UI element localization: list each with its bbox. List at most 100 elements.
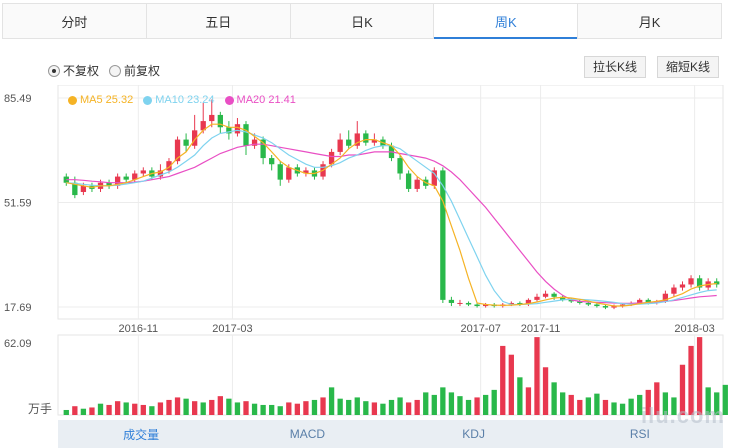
tab-2[interactable]: 日K: [290, 4, 435, 38]
candle-body: [106, 182, 112, 186]
tab-4[interactable]: 月K: [578, 4, 721, 38]
radio-icon[interactable]: [48, 64, 60, 77]
candle-body: [157, 170, 164, 177]
candle-body: [123, 176, 129, 180]
adjust-option-0[interactable]: 不复权: [48, 62, 99, 79]
volume-bar: [226, 398, 232, 415]
indicator-tab-3[interactable]: RSI: [629, 427, 650, 441]
volume-bar: [714, 392, 720, 415]
candle-body: [602, 306, 609, 308]
volume-bar: [320, 397, 326, 415]
volume-bar: [448, 392, 455, 415]
kline-chart[interactable]: 85.49 51.59 17.69 2016-11 2017-03 2017-07 2017…: [0, 85, 731, 420]
candle-body: [183, 139, 189, 146]
indicator-tab-1[interactable]: MACD: [289, 427, 326, 441]
volume-bar: [166, 399, 172, 415]
candle-body: [440, 170, 446, 300]
candle-body: [346, 139, 352, 146]
adjust-options: 不复权 前复权: [48, 62, 160, 79]
x-tick-label: 2017-11: [521, 323, 561, 335]
volume-bar: [277, 406, 283, 415]
volume-bar: [260, 404, 266, 415]
candle-body: [303, 170, 309, 174]
candle-body: [114, 176, 121, 186]
candle-body: [637, 299, 643, 303]
candle-body: [243, 124, 249, 146]
candle-body: [63, 176, 69, 183]
legend-item: MA5 25.32: [68, 94, 133, 106]
volume-tick-label: 62.09: [4, 338, 32, 350]
candle-body: [551, 293, 557, 297]
volume-bar: [80, 408, 87, 415]
volume-bar: [577, 399, 583, 415]
legend-dot-icon: [68, 95, 77, 105]
candle-body: [525, 299, 532, 305]
volume-bar: [508, 354, 514, 415]
volume-bar: [585, 397, 591, 415]
radio-icon[interactable]: [109, 64, 122, 77]
candle-body: [217, 114, 223, 128]
volume-bar: [705, 387, 711, 415]
volume-bar: [568, 394, 574, 415]
candle-body: [397, 158, 403, 174]
candle-body: [542, 293, 549, 297]
tab-1[interactable]: 五日: [146, 4, 291, 38]
volume-bar: [482, 394, 489, 415]
candle-body: [414, 179, 420, 189]
candle-body: [645, 299, 651, 303]
volume-bar: [106, 404, 112, 415]
volume-bar: [72, 406, 78, 415]
legend-label: MA20 21.41: [236, 94, 296, 106]
legend-label: MA5 25.32: [80, 94, 134, 106]
volume-bar: [123, 402, 129, 415]
x-tick-label: 2017-03: [212, 323, 252, 335]
adjust-option-label: 不复权: [63, 64, 100, 78]
volume-bar: [671, 397, 677, 415]
ma20-line: [66, 143, 717, 304]
volume-bar: [328, 387, 335, 415]
candle-body: [431, 170, 437, 186]
indicator-tab-2[interactable]: KDJ: [462, 427, 485, 441]
volume-bar: [243, 401, 249, 415]
candle-body: [568, 299, 574, 302]
legend-item: MA20 21.41: [224, 94, 296, 106]
watermark-logo: ilu.com: [640, 403, 725, 428]
price-tick-label: 51.59: [4, 198, 32, 210]
volume-bar: [491, 389, 497, 415]
tab-0[interactable]: 分时: [3, 4, 147, 38]
volume-bar: [619, 403, 626, 415]
tab-3[interactable]: 周K: [434, 4, 579, 39]
stretch-kline-button[interactable]: 拉长K线: [584, 56, 647, 78]
volume-bar: [534, 337, 540, 415]
shrink-kline-button[interactable]: 缩短K线: [657, 56, 720, 78]
x-tick-label: 2016-11: [119, 323, 159, 335]
candle-body: [482, 304, 489, 307]
adjust-option-1[interactable]: 前复权: [109, 62, 160, 79]
volume-bar: [440, 387, 446, 415]
volume-bar: [405, 402, 412, 415]
volume-bar: [311, 399, 318, 415]
ma5-line: [66, 123, 717, 307]
volume-bar: [149, 406, 155, 415]
candle-body: [679, 284, 686, 288]
candle-body: [200, 121, 206, 131]
candle-body: [192, 130, 198, 146]
candle-body: [560, 296, 566, 300]
volume-bar: [209, 399, 215, 415]
volume-bar: [688, 345, 694, 415]
volume-bar: [97, 403, 104, 415]
volume-bar: [679, 364, 686, 415]
indicator-tab-0[interactable]: 成交量: [123, 427, 160, 442]
candle-body: [371, 139, 378, 143]
volume-bar: [363, 401, 369, 415]
candle-body: [585, 302, 591, 305]
volume-bar: [423, 392, 429, 415]
volume-bar: [525, 387, 532, 415]
adjust-option-label: 前复权: [124, 64, 161, 78]
volume-bar: [722, 384, 728, 415]
x-tick-label: 2017-07: [460, 323, 500, 335]
candle-body: [174, 139, 181, 162]
volume-bar: [517, 377, 523, 415]
volume-bar: [234, 402, 241, 415]
volume-bar: [662, 392, 669, 415]
